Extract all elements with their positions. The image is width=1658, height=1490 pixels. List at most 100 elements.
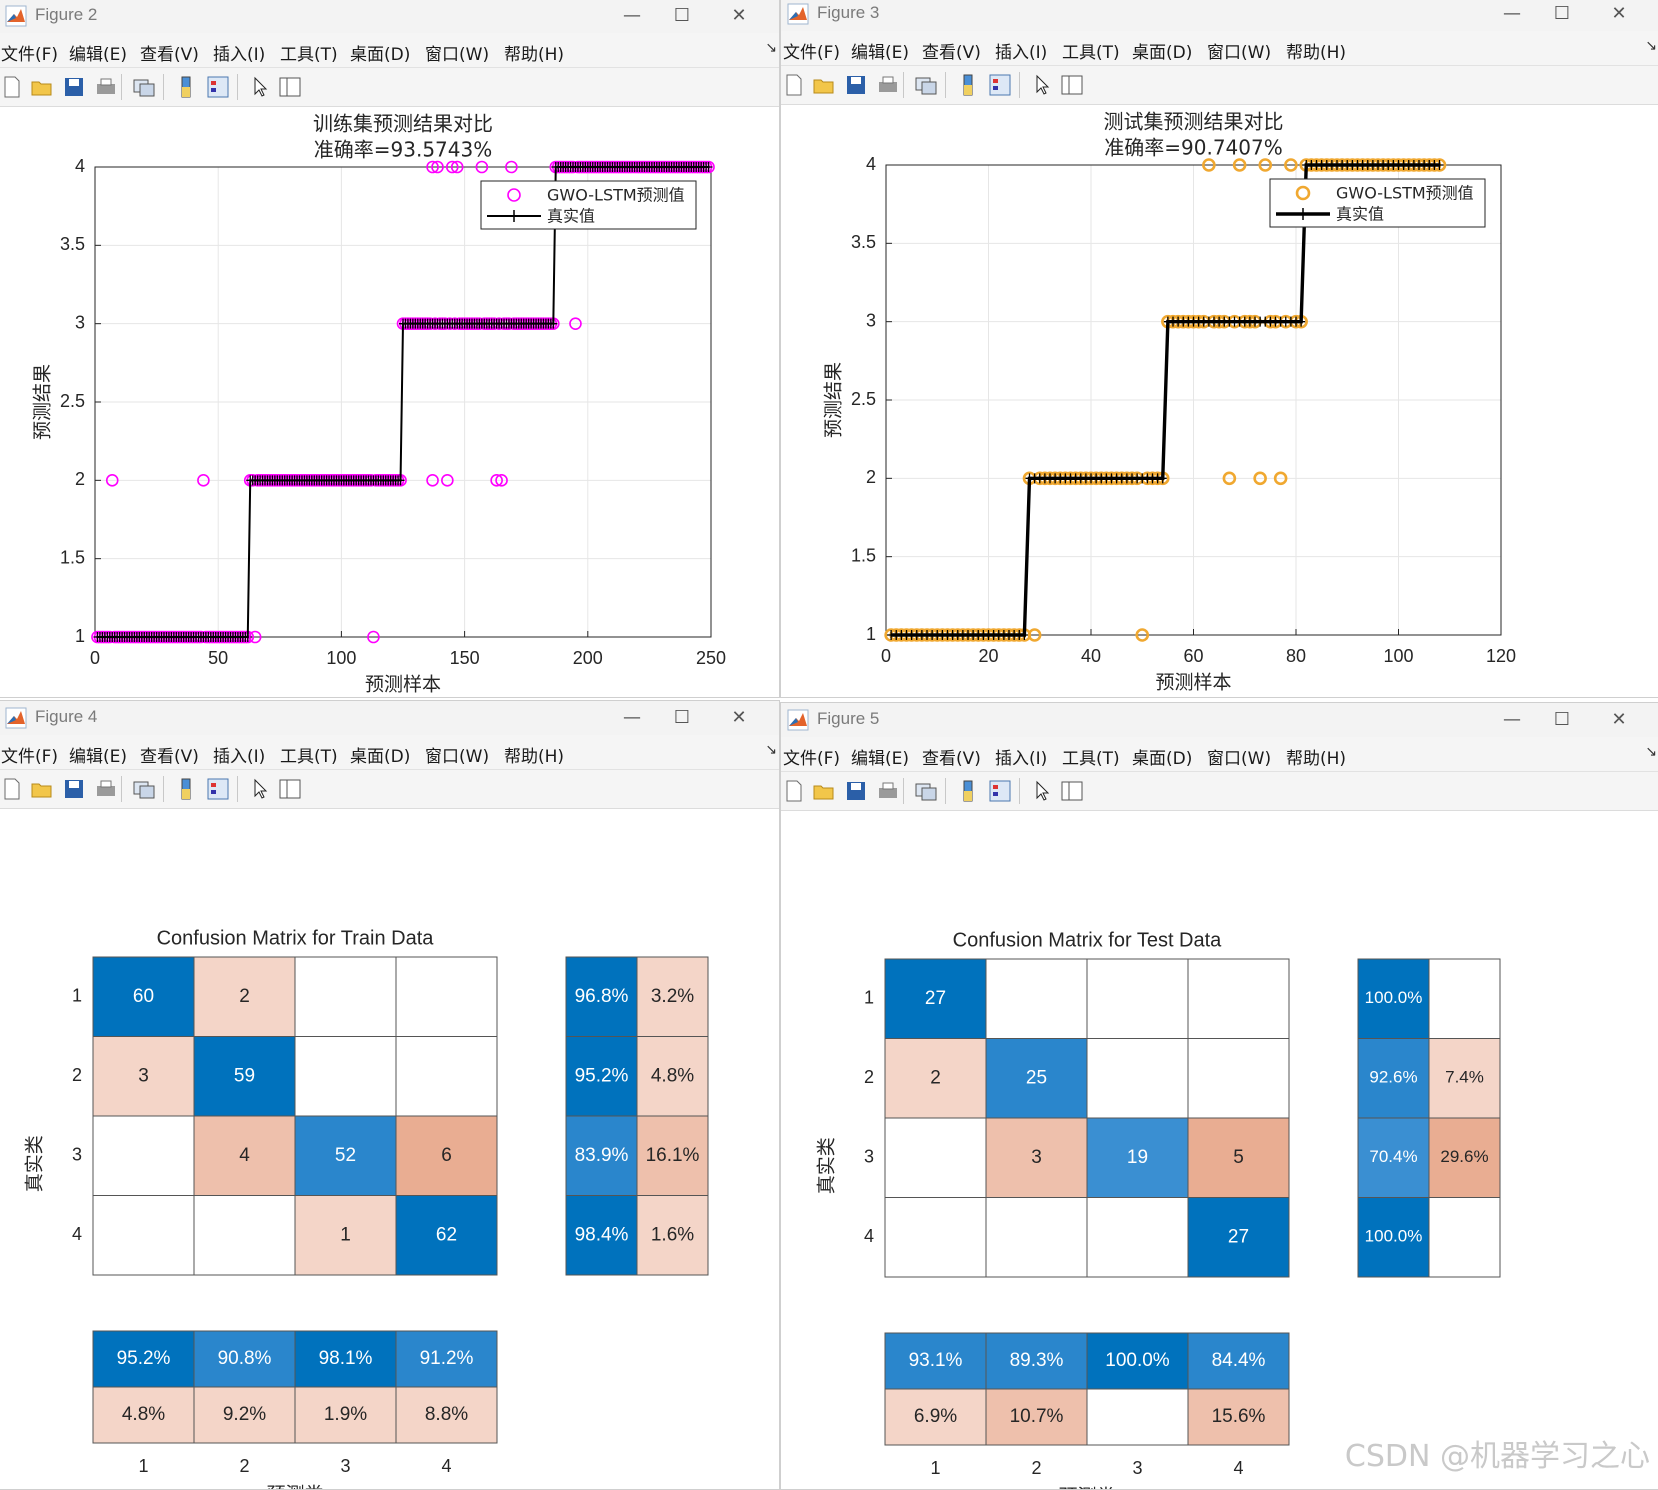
window-minimize-button[interactable]: — xyxy=(1492,0,1532,28)
link-plot-icon[interactable] xyxy=(131,74,157,100)
window-minimize-button[interactable]: — xyxy=(1492,706,1532,734)
print-icon[interactable] xyxy=(93,776,119,802)
print-icon[interactable] xyxy=(93,74,119,100)
new-figure-icon[interactable] xyxy=(781,778,807,804)
matrix-cell-value: 5 xyxy=(1233,1147,1244,1168)
new-figure-icon[interactable] xyxy=(0,74,25,100)
menu-item[interactable]: 帮助(H) xyxy=(504,742,564,767)
window-minimize-button[interactable]: — xyxy=(612,704,652,732)
title-bar[interactable]: Figure 2—☐✕ xyxy=(0,0,779,33)
save-icon[interactable] xyxy=(843,72,869,98)
menu-overflow-icon[interactable]: ↘ xyxy=(765,40,777,56)
menu-item[interactable]: 帮助(H) xyxy=(1286,38,1346,63)
new-figure-icon[interactable] xyxy=(0,776,25,802)
window-maximize-button[interactable]: ☐ xyxy=(1542,706,1582,734)
menu-item[interactable]: 插入(I) xyxy=(995,744,1047,769)
menu-item[interactable]: 查看(V) xyxy=(140,742,199,767)
colorbar-icon[interactable] xyxy=(955,72,981,98)
property-inspector-icon[interactable] xyxy=(1059,72,1085,98)
menu-item[interactable]: 文件(F) xyxy=(1,742,58,767)
open-file-icon[interactable] xyxy=(29,74,55,100)
legend-icon[interactable] xyxy=(987,778,1013,804)
legend-icon[interactable] xyxy=(205,74,231,100)
menu-item[interactable]: 编辑(E) xyxy=(69,742,127,767)
menu-overflow-icon[interactable]: ↘ xyxy=(765,742,777,758)
menu-item[interactable]: 编辑(E) xyxy=(69,40,127,65)
menu-overflow-icon[interactable]: ↘ xyxy=(1645,38,1657,54)
matrix-cell xyxy=(986,959,1087,1039)
property-inspector-icon[interactable] xyxy=(277,74,303,100)
colorbar-icon[interactable] xyxy=(955,778,981,804)
save-icon[interactable] xyxy=(61,74,87,100)
menu-item[interactable]: 工具(T) xyxy=(1062,38,1120,63)
matrix-cell xyxy=(1087,1039,1188,1119)
print-icon[interactable] xyxy=(875,72,901,98)
menu-item[interactable]: 查看(V) xyxy=(922,38,981,63)
property-inspector-icon[interactable] xyxy=(1059,778,1085,804)
menu-item[interactable]: 查看(V) xyxy=(140,40,199,65)
menu-item[interactable]: 插入(I) xyxy=(213,40,265,65)
menu-item[interactable]: 窗口(W) xyxy=(1207,744,1271,769)
window-close-button[interactable]: ✕ xyxy=(1599,706,1639,734)
x-tick-label: 100 xyxy=(1383,646,1413,666)
menu-item[interactable]: 文件(F) xyxy=(783,38,840,63)
chart-title: 测试集预测结果对比 xyxy=(1104,110,1284,134)
window-close-button[interactable]: ✕ xyxy=(1599,0,1639,28)
window-minimize-button[interactable]: — xyxy=(612,2,652,30)
menu-item[interactable]: 桌面(D) xyxy=(1132,744,1192,769)
menu-item[interactable]: 文件(F) xyxy=(783,744,840,769)
colorbar-icon[interactable] xyxy=(173,776,199,802)
row-summary-value: 29.6% xyxy=(1440,1147,1488,1166)
menu-item[interactable]: 桌面(D) xyxy=(350,742,410,767)
title-bar[interactable]: Figure 3—☐✕ xyxy=(781,0,1658,31)
window-maximize-button[interactable]: ☐ xyxy=(662,704,702,732)
open-file-icon[interactable] xyxy=(811,72,837,98)
pointer-icon[interactable] xyxy=(1029,72,1055,98)
menu-item[interactable]: 插入(I) xyxy=(995,38,1047,63)
menu-item[interactable]: 窗口(W) xyxy=(1207,38,1271,63)
x-tick-label: 100 xyxy=(326,648,356,668)
pointer-icon[interactable] xyxy=(247,74,273,100)
window-close-button[interactable]: ✕ xyxy=(719,2,759,30)
window-close-button[interactable]: ✕ xyxy=(719,704,759,732)
figure-toolbar xyxy=(781,772,1658,811)
menu-item[interactable]: 文件(F) xyxy=(1,40,58,65)
menu-item[interactable]: 查看(V) xyxy=(922,744,981,769)
link-plot-icon[interactable] xyxy=(913,778,939,804)
save-icon[interactable] xyxy=(843,778,869,804)
new-figure-icon[interactable] xyxy=(781,72,807,98)
link-plot-icon[interactable] xyxy=(913,72,939,98)
menu-item[interactable]: 编辑(E) xyxy=(851,38,909,63)
window-maximize-button[interactable]: ☐ xyxy=(662,2,702,30)
menu-overflow-icon[interactable]: ↘ xyxy=(1645,744,1657,760)
colorbar-icon[interactable] xyxy=(173,74,199,100)
pointer-icon[interactable] xyxy=(1029,778,1055,804)
matrix-cell xyxy=(1087,959,1188,1039)
menu-item[interactable]: 编辑(E) xyxy=(851,744,909,769)
title-bar[interactable]: Figure 4—☐✕ xyxy=(0,701,779,735)
open-file-icon[interactable] xyxy=(29,776,55,802)
menu-item[interactable]: 工具(T) xyxy=(280,742,338,767)
menu-item[interactable]: 帮助(H) xyxy=(504,40,564,65)
menu-item[interactable]: 工具(T) xyxy=(280,40,338,65)
row-summary-value: 100.0% xyxy=(1365,988,1423,1007)
property-inspector-icon[interactable] xyxy=(277,776,303,802)
menu-item[interactable]: 窗口(W) xyxy=(425,40,489,65)
menu-item[interactable]: 插入(I) xyxy=(213,742,265,767)
menu-item[interactable]: 桌面(D) xyxy=(1132,38,1192,63)
link-plot-icon[interactable] xyxy=(131,776,157,802)
legend-icon[interactable] xyxy=(987,72,1013,98)
title-bar[interactable]: Figure 5—☐✕ xyxy=(781,703,1658,737)
menu-item[interactable]: 工具(T) xyxy=(1062,744,1120,769)
save-icon[interactable] xyxy=(61,776,87,802)
menu-item[interactable]: 窗口(W) xyxy=(425,742,489,767)
print-icon[interactable] xyxy=(875,778,901,804)
pointer-icon[interactable] xyxy=(247,776,273,802)
menu-item[interactable]: 桌面(D) xyxy=(350,40,410,65)
menu-item[interactable]: 帮助(H) xyxy=(1286,744,1346,769)
open-file-icon[interactable] xyxy=(811,778,837,804)
window-maximize-button[interactable]: ☐ xyxy=(1542,0,1582,28)
legend-icon[interactable] xyxy=(205,776,231,802)
